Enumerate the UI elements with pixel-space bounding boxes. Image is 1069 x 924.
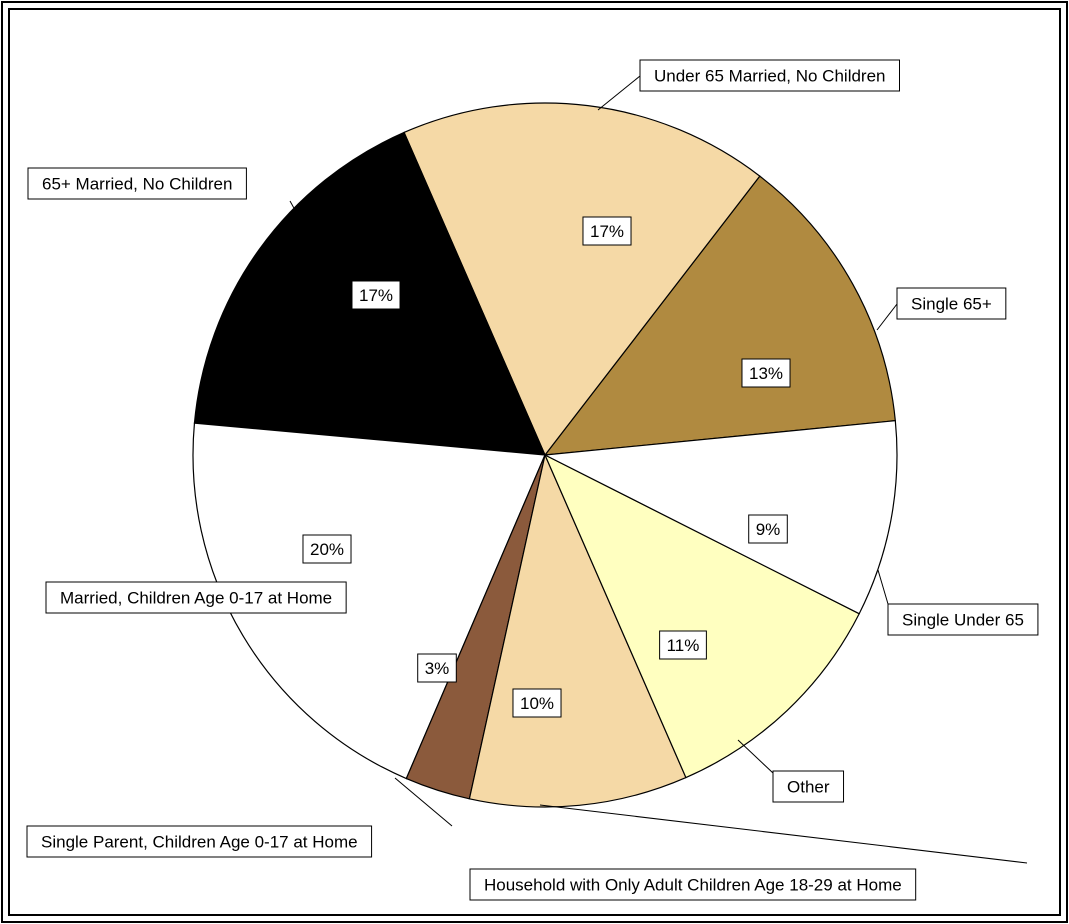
- value-label-household-with-only-adult-children-age-18-29-at-home-box-border: [512, 688, 562, 718]
- value-label-single-parent-children-age-0-17-at-home-box-border: [417, 653, 457, 683]
- inner-frame: [8, 8, 1061, 916]
- value-label-single-parent-children-age-0-17-at-home: 3%: [425, 659, 450, 678]
- value-label-other-box: 11%: [659, 630, 707, 660]
- leader-line-other: [737, 739, 774, 774]
- value-label-single-under-65-box: 9%: [748, 514, 788, 544]
- value-label-single-65-box-border: [741, 358, 791, 388]
- value-label-65-married-no-children: 17%: [359, 286, 393, 305]
- slice-labels: Single 65+ 13% Under 65 Married, No Childr…: [26, 59, 1039, 901]
- value-label-married-children-age-0-17-at-home-box-border: [302, 534, 352, 564]
- leader-line-household-with-only-adult-children-age-18-29-at-home: [539, 804, 1028, 864]
- value-label-other-box-border: [659, 630, 707, 660]
- category-label-single-65-box: Single 65+: [896, 287, 1007, 320]
- category-label-other-box: Other: [772, 770, 845, 803]
- category-label-65-married-no-children-box: 65+ Married, No Children: [27, 167, 247, 200]
- value-label-other: 11%: [667, 636, 700, 655]
- category-label-other: Other: [787, 778, 830, 797]
- slice-single-65: [543, 175, 896, 456]
- category-label-married-children-age-0-17-at-home-box: Married, Children Age 0-17 at Home: [45, 581, 347, 614]
- value-label-65-married-no-children-box-border: [351, 280, 401, 310]
- category-label-single-parent-children-age-0-17-at-home: Single Parent, Children Age 0-17 at Home: [41, 833, 358, 852]
- value-label-single-under-65-box-border: [748, 514, 788, 544]
- category-label-under-65-married-no-children-box: Under 65 Married, No Children: [639, 59, 900, 92]
- leader-line-under-65-married-no-children: [597, 75, 641, 111]
- leader-line-single-65: [876, 303, 898, 331]
- value-label-single-65: 13%: [749, 364, 783, 383]
- value-label-65-married-no-children-box: 17%: [351, 280, 401, 310]
- category-label-single-under-65: Single Under 65: [902, 611, 1024, 630]
- category-label-married-children-age-0-17-at-home-box-border: [45, 581, 347, 614]
- value-label-married-children-age-0-17-at-home-box: 20%: [302, 534, 352, 564]
- category-label-single-parent-children-age-0-17-at-home-box: Single Parent, Children Age 0-17 at Home: [26, 825, 373, 858]
- category-label-household-with-only-adult-children-age-18-29-at-home: Household with Only Adult Children Age 1…: [484, 876, 902, 895]
- category-label-65-married-no-children: 65+ Married, No Children: [42, 175, 232, 194]
- category-label-household-with-only-adult-children-age-18-29-at-home-box-border: [469, 868, 917, 901]
- slice-household-with-only-adult-children-age-18-29-at-home: [468, 453, 687, 808]
- category-label-single-under-65-box-border: [887, 603, 1039, 636]
- category-label-single-65-box-border: [896, 287, 1007, 320]
- leader-lines: [289, 75, 1028, 864]
- leader-line-single-under-65: [877, 569, 889, 605]
- slice-other: [543, 453, 860, 779]
- category-label-single-65: Single 65+: [911, 295, 992, 314]
- value-label-under-65-married-no-children-box: 17%: [582, 216, 632, 246]
- value-label-single-65-box: 13%: [741, 358, 791, 388]
- value-label-single-parent-children-age-0-17-at-home-box: 3%: [417, 653, 457, 683]
- category-label-single-under-65-box: Single Under 65: [887, 603, 1039, 636]
- slice-married-children-age-0-17-at-home: [192, 422, 546, 780]
- category-label-65-married-no-children-box-border: [27, 167, 247, 200]
- category-label-under-65-married-no-children-box-border: [639, 59, 900, 92]
- value-label-single-under-65: 9%: [756, 520, 781, 539]
- category-label-married-children-age-0-17-at-home: Married, Children Age 0-17 at Home: [60, 589, 332, 608]
- category-label-single-parent-children-age-0-17-at-home-box-border: [26, 825, 373, 858]
- value-label-under-65-married-no-children: 17%: [590, 222, 624, 241]
- slice-under-65-married-no-children: [403, 102, 761, 457]
- slice-single-under-65: [542, 419, 898, 615]
- pie-slices: [192, 102, 898, 808]
- category-label-under-65-married-no-children: Under 65 Married, No Children: [654, 67, 886, 86]
- leader-line-65-married-no-children: [289, 200, 306, 229]
- value-label-household-with-only-adult-children-age-18-29-at-home-box: 10%: [512, 688, 562, 718]
- category-label-other-box-border: [772, 770, 845, 803]
- value-label-household-with-only-adult-children-age-18-29-at-home: 10%: [520, 694, 554, 713]
- category-label-household-with-only-adult-children-age-18-29-at-home-box: Household with Only Adult Children Age 1…: [469, 868, 917, 901]
- leader-line-single-parent-children-age-0-17-at-home: [394, 777, 453, 827]
- value-label-married-children-age-0-17-at-home: 20%: [310, 540, 344, 559]
- value-label-under-65-married-no-children-box-border: [582, 216, 632, 246]
